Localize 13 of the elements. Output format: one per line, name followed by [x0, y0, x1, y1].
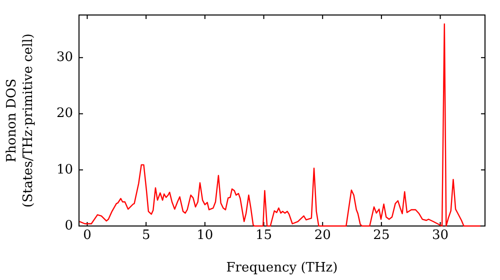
x-tick-label: 15: [255, 228, 272, 244]
y-axis-title: Phonon DOS (States/THz·primitive cell): [4, 33, 36, 208]
x-tick-label: 25: [373, 228, 390, 244]
x-axis-title: Frequency (THz): [226, 260, 338, 276]
x-tick-label: 5: [142, 228, 150, 244]
y-tick-label: 10: [56, 162, 73, 178]
x-tick-label: 10: [196, 228, 214, 244]
y-tick-label: 30: [56, 50, 73, 66]
y-tick-label: 0: [64, 218, 73, 234]
x-tick-label: 0: [83, 228, 92, 244]
x-tick-label: 30: [432, 228, 449, 244]
y-tick-label: 20: [56, 106, 73, 122]
x-tick-label: 20: [314, 228, 331, 244]
